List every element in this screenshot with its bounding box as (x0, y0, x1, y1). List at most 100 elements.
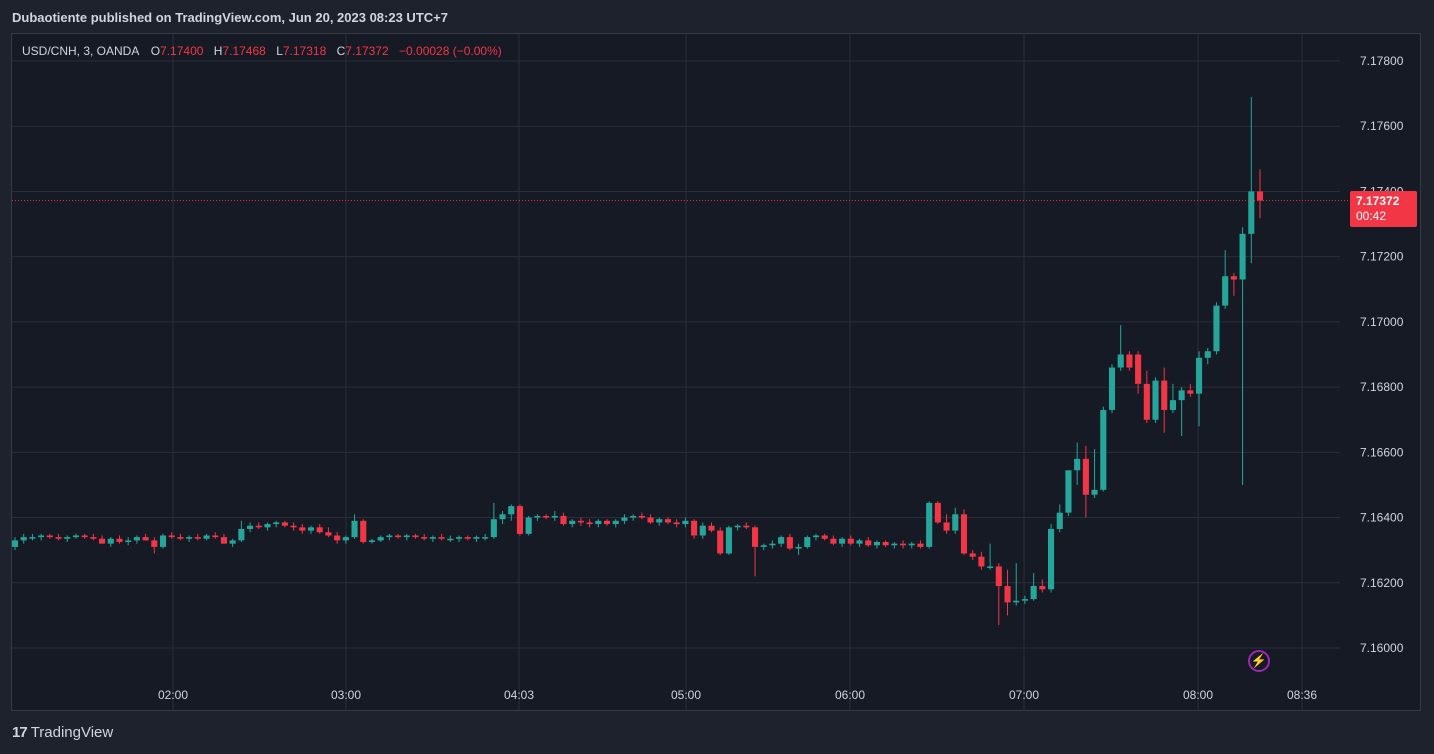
candle-body (194, 537, 201, 539)
time-axis[interactable]: 02:00 03:00 04:03 05:00 06:00 07:00 08:00 08:36 (158, 688, 1317, 702)
x-tick-label: 02:00 (158, 688, 188, 702)
candle-body (621, 517, 628, 521)
candle-body (1187, 390, 1194, 394)
candle-body (325, 532, 332, 536)
candle-body (29, 537, 36, 539)
candle-body (125, 540, 132, 543)
candle-body (81, 535, 88, 538)
candle-body (151, 540, 158, 547)
candle-body (717, 530, 724, 554)
candle-body (691, 520, 698, 536)
candle-body (168, 535, 175, 538)
candle-body (647, 517, 654, 523)
candle-body (560, 515, 567, 525)
bar-countdown: 00:42 (1356, 209, 1387, 223)
candle-body (351, 520, 358, 538)
candle-body (1169, 400, 1176, 410)
lightning-icon[interactable]: ⚡ (1248, 650, 1270, 672)
candle-body (908, 543, 915, 546)
y-tick-label: 7.17200 (1360, 250, 1404, 264)
candle-body (1074, 458, 1081, 471)
candle-body (212, 535, 219, 538)
candle-body (290, 525, 297, 528)
open-label: O (150, 44, 161, 58)
candle-body (743, 525, 750, 528)
candle-body (281, 522, 288, 526)
candle-body (203, 535, 210, 539)
candle-body (412, 535, 419, 538)
candle-body (795, 546, 802, 549)
candle-body (473, 537, 480, 539)
candle-body (769, 543, 776, 546)
grid-lines (12, 34, 1340, 710)
candle-body (1004, 586, 1011, 603)
candle-body (360, 520, 367, 543)
candle-body (595, 520, 602, 525)
candle-body (20, 537, 27, 541)
price-axis[interactable]: 7.178007.176007.174007.172007.170007.168… (1360, 54, 1404, 655)
candle-body (395, 535, 402, 538)
candle-body (1056, 512, 1063, 529)
candle-body (1143, 383, 1150, 420)
candle-body (952, 514, 959, 531)
candle-body (64, 537, 71, 539)
y-tick-label: 7.17800 (1360, 54, 1404, 68)
y-tick-label: 7.16200 (1360, 576, 1404, 590)
candle-body (603, 520, 611, 525)
candle-body (856, 540, 863, 544)
candle-body (38, 535, 45, 538)
candle-body (569, 520, 576, 525)
candle-body (238, 528, 245, 541)
high-value: 7.17468 (222, 44, 266, 58)
candle-body (177, 537, 184, 539)
candle-body (534, 515, 541, 518)
candle-body (586, 522, 593, 525)
candle-body (99, 538, 106, 544)
candle-body (1152, 380, 1159, 420)
tradingview-logo[interactable]: 17 TradingView (12, 724, 113, 741)
y-tick-label: 7.17000 (1360, 315, 1404, 329)
candle-body (1204, 351, 1211, 358)
candle-body (516, 506, 524, 534)
candle-body (699, 525, 706, 536)
candle-body (299, 527, 306, 531)
candle-body (1091, 489, 1098, 495)
candle-body (490, 519, 497, 538)
candle-body (1230, 276, 1237, 280)
candle-body (482, 537, 489, 539)
candle-body (873, 542, 880, 546)
x-tick-label: 08:36 (1287, 688, 1317, 702)
candle-body (708, 525, 715, 531)
y-tick-label: 7.17600 (1360, 119, 1404, 133)
low-label: L (276, 44, 283, 58)
candle-body (1256, 191, 1264, 201)
candle-body (386, 535, 393, 538)
candle-body (725, 527, 732, 554)
candle-body (368, 540, 376, 543)
chart-frame[interactable] (11, 33, 1421, 711)
candle-body (830, 538, 837, 544)
candle-body (751, 527, 759, 547)
candle-body (1178, 390, 1185, 401)
y-tick-label: 7.16000 (1360, 641, 1404, 655)
candle-body (934, 502, 941, 523)
candle-body (847, 538, 854, 544)
candle-body (307, 527, 315, 531)
candle-body (865, 540, 872, 546)
x-tick-label: 06:00 (835, 688, 865, 702)
candle-body (1117, 354, 1124, 368)
candle-body (186, 537, 193, 539)
candle-body (1048, 528, 1055, 590)
candle-body (804, 537, 811, 547)
close-value: 7.17372 (345, 44, 389, 58)
candle-body (1065, 470, 1072, 513)
candle-body (429, 537, 436, 539)
candle-body (734, 525, 741, 528)
candle-body (1196, 357, 1203, 394)
x-tick-label: 03:00 (331, 688, 361, 702)
symbol-label[interactable]: USD/CNH, 3, OANDA (22, 44, 140, 58)
candle-body (107, 538, 114, 544)
candle-body (1100, 409, 1107, 490)
y-tick-label: 7.16800 (1360, 380, 1404, 394)
